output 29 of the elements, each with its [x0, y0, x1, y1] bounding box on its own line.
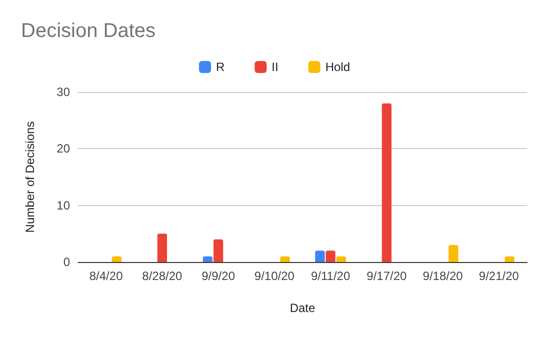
bar	[112, 256, 122, 262]
chart-title: Decision Dates	[21, 20, 156, 42]
x-tick-label: 9/9/20	[202, 269, 236, 283]
bar	[382, 103, 392, 262]
x-tick-label: 8/4/20	[89, 269, 124, 283]
bar	[213, 239, 224, 262]
bar	[326, 250, 336, 262]
legend-label: R	[216, 60, 225, 74]
legend-label: Hold	[325, 60, 350, 74]
y-tick-label: 30	[56, 85, 70, 99]
bar	[448, 245, 458, 262]
y-tick-label: 0	[63, 255, 70, 269]
x-tick-label: 8/28/20	[142, 269, 183, 283]
x-tick-label: 9/17/20	[366, 269, 408, 283]
bar	[315, 250, 325, 262]
y-tick-label: 10	[56, 198, 70, 212]
bar	[202, 256, 213, 262]
bar	[504, 256, 514, 262]
x-axis-title: Date	[290, 301, 316, 315]
y-axis-title: Number of Decisions	[23, 121, 37, 233]
x-tick-label: 9/10/20	[254, 269, 295, 283]
x-tick-label: 9/11/20	[310, 269, 350, 283]
x-tick-label: 9/21/20	[478, 269, 520, 283]
bar	[336, 256, 346, 262]
bar	[280, 256, 290, 262]
x-tick-label: 9/18/20	[422, 269, 464, 283]
bar	[157, 234, 168, 262]
legend-label: II	[272, 60, 278, 74]
y-tick-label: 20	[56, 142, 70, 156]
